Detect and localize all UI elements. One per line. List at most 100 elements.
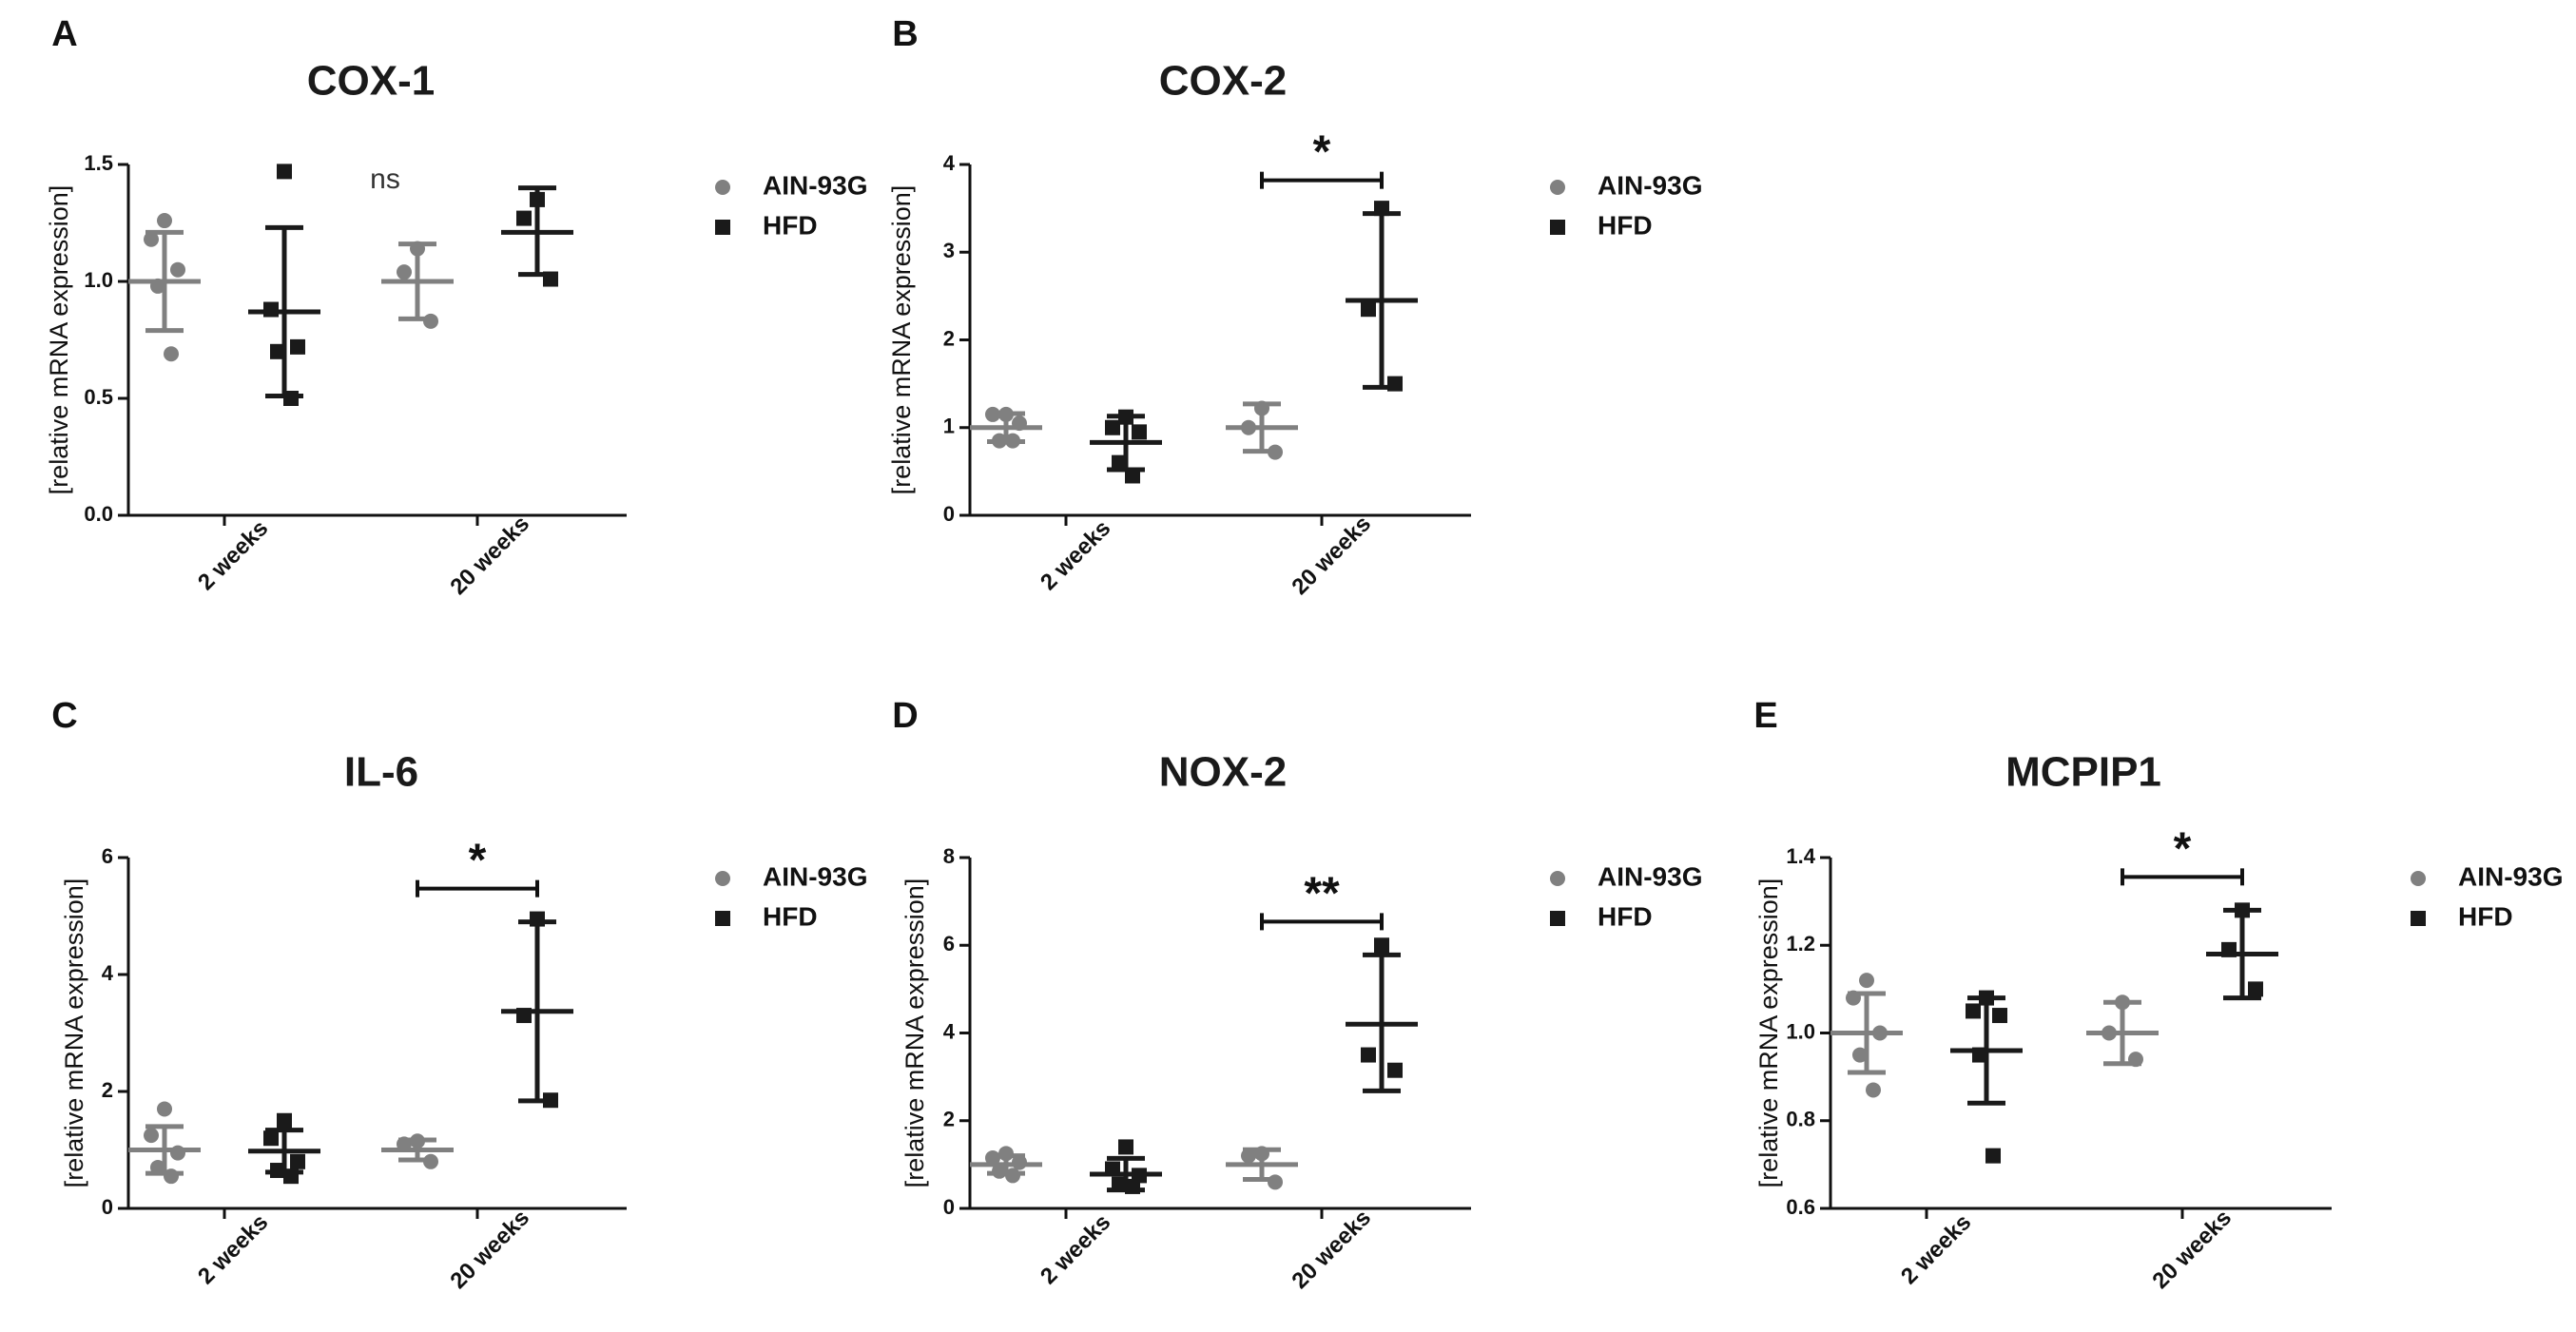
y-axis-label: [relative mRNA expression] (45, 185, 73, 495)
legend-label: AIN-93G (1598, 861, 1702, 891)
data-point (1012, 1154, 1027, 1170)
data-point (985, 406, 1000, 422)
y-axis-label: [relative mRNA expression] (1754, 878, 1783, 1188)
series-group-hfd (1090, 409, 1162, 484)
data-point (144, 231, 159, 247)
data-point (423, 1153, 438, 1169)
significance-label: * (2174, 823, 2192, 874)
legend-label: HFD (1598, 210, 1653, 240)
series-group-hfd (1950, 990, 2023, 1164)
data-point (290, 1153, 305, 1169)
data-point (1387, 1062, 1403, 1078)
legend-marker-circle (2411, 871, 2426, 886)
chart-title: IL-6 (344, 749, 418, 796)
x-tick-label: 2 weeks (1036, 1209, 1115, 1289)
y-tick-label: 0 (943, 502, 955, 526)
x-tick-label: 20 weeks (2147, 1205, 2237, 1294)
legend-label: HFD (763, 210, 818, 240)
data-point (290, 338, 305, 355)
legend-marker-circle (1550, 180, 1565, 195)
y-tick-label: 4 (943, 1019, 956, 1043)
y-tick-label: 0 (943, 1195, 955, 1219)
data-point (543, 271, 558, 287)
data-point (1118, 1139, 1133, 1155)
data-point (2115, 994, 2130, 1011)
y-tick-label: 1.5 (84, 151, 113, 175)
data-point (150, 278, 165, 294)
series-group-hfd (501, 185, 573, 287)
chart-title: NOX-2 (1159, 749, 1287, 796)
x-tick-label: 2 weeks (1036, 515, 1115, 595)
data-point (1254, 1146, 1269, 1162)
data-point (2128, 1052, 2143, 1068)
significance-bracket (416, 879, 539, 898)
data-point (1985, 1148, 2001, 1164)
series-group-ain-93g (128, 1101, 201, 1185)
series-group-ain-93g (970, 406, 1042, 449)
y-tick-label: 8 (943, 844, 955, 868)
x-tick-label: 2 weeks (193, 1209, 273, 1289)
legend: AIN-93G HFD (715, 861, 867, 931)
data-point (1866, 1082, 1881, 1098)
legend-label: HFD (1598, 901, 1653, 931)
data-point (263, 1130, 279, 1147)
data-point (1361, 301, 1376, 318)
x-tick-label: 20 weeks (445, 1205, 534, 1294)
series-group-hfd (2206, 902, 2278, 1001)
legend: AIN-93G HFD (1550, 170, 1702, 240)
data-point (1979, 990, 1994, 1006)
data-point (1972, 1047, 1987, 1063)
series-group-ain-93g (1830, 973, 1903, 1098)
y-tick-label: 0 (102, 1195, 113, 1219)
data-point (157, 1101, 172, 1117)
data-point (164, 346, 179, 362)
data-point (164, 1168, 179, 1185)
series-group-ain-93g (970, 1146, 1042, 1184)
data-point (992, 1163, 1007, 1179)
data-point (1859, 973, 1874, 989)
y-tick-label: 1.0 (1786, 1019, 1815, 1043)
data-point (423, 313, 438, 329)
data-point (1852, 1047, 1868, 1063)
data-point (1105, 419, 1120, 435)
y-tick-label: 6 (102, 844, 113, 868)
data-point (1992, 1008, 2007, 1024)
chart-title: COX-1 (307, 58, 435, 105)
data-point (1005, 1168, 1020, 1184)
significance-label: ** (1304, 868, 1340, 918)
y-tick-label: 6 (943, 932, 955, 956)
significance-bracket (1260, 171, 1384, 189)
series-group-hfd (501, 911, 573, 1109)
panel-a: A COX-1 [relative mRNA expression] 0.0 0.5 1.… (45, 14, 867, 600)
legend-marker-circle (715, 871, 730, 886)
data-point (157, 213, 172, 229)
series-group-hfd (1090, 1139, 1162, 1194)
panel-letter: D (892, 696, 918, 736)
x-tick-label: 20 weeks (1287, 1205, 1376, 1294)
y-tick-label: 2 (943, 1108, 955, 1131)
data-point (998, 406, 1014, 422)
data-point (1112, 1176, 1127, 1192)
legend-marker-square (2411, 911, 2426, 926)
data-point (270, 343, 285, 359)
data-point (530, 191, 545, 207)
series-group-ain-93g (2086, 994, 2159, 1068)
data-point (1846, 990, 1861, 1006)
y-tick-label: 1.0 (84, 268, 113, 292)
series-group-hfd (1346, 937, 1418, 1093)
legend-marker-square (1550, 220, 1565, 235)
data-point (144, 1128, 159, 1144)
y-tick-label: 0.8 (1786, 1108, 1815, 1131)
legend-label: AIN-93G (763, 170, 867, 200)
data-point (516, 1008, 532, 1024)
data-point (397, 264, 412, 280)
panel-letter: B (892, 14, 918, 54)
y-tick-label: 1.2 (1786, 932, 1815, 956)
data-point (985, 1149, 1000, 1166)
data-point (170, 261, 185, 278)
data-point (2235, 902, 2250, 918)
x-tick-label: 2 weeks (193, 515, 273, 595)
data-point (530, 911, 545, 927)
chart-title: MCPIP1 (2005, 749, 2161, 796)
